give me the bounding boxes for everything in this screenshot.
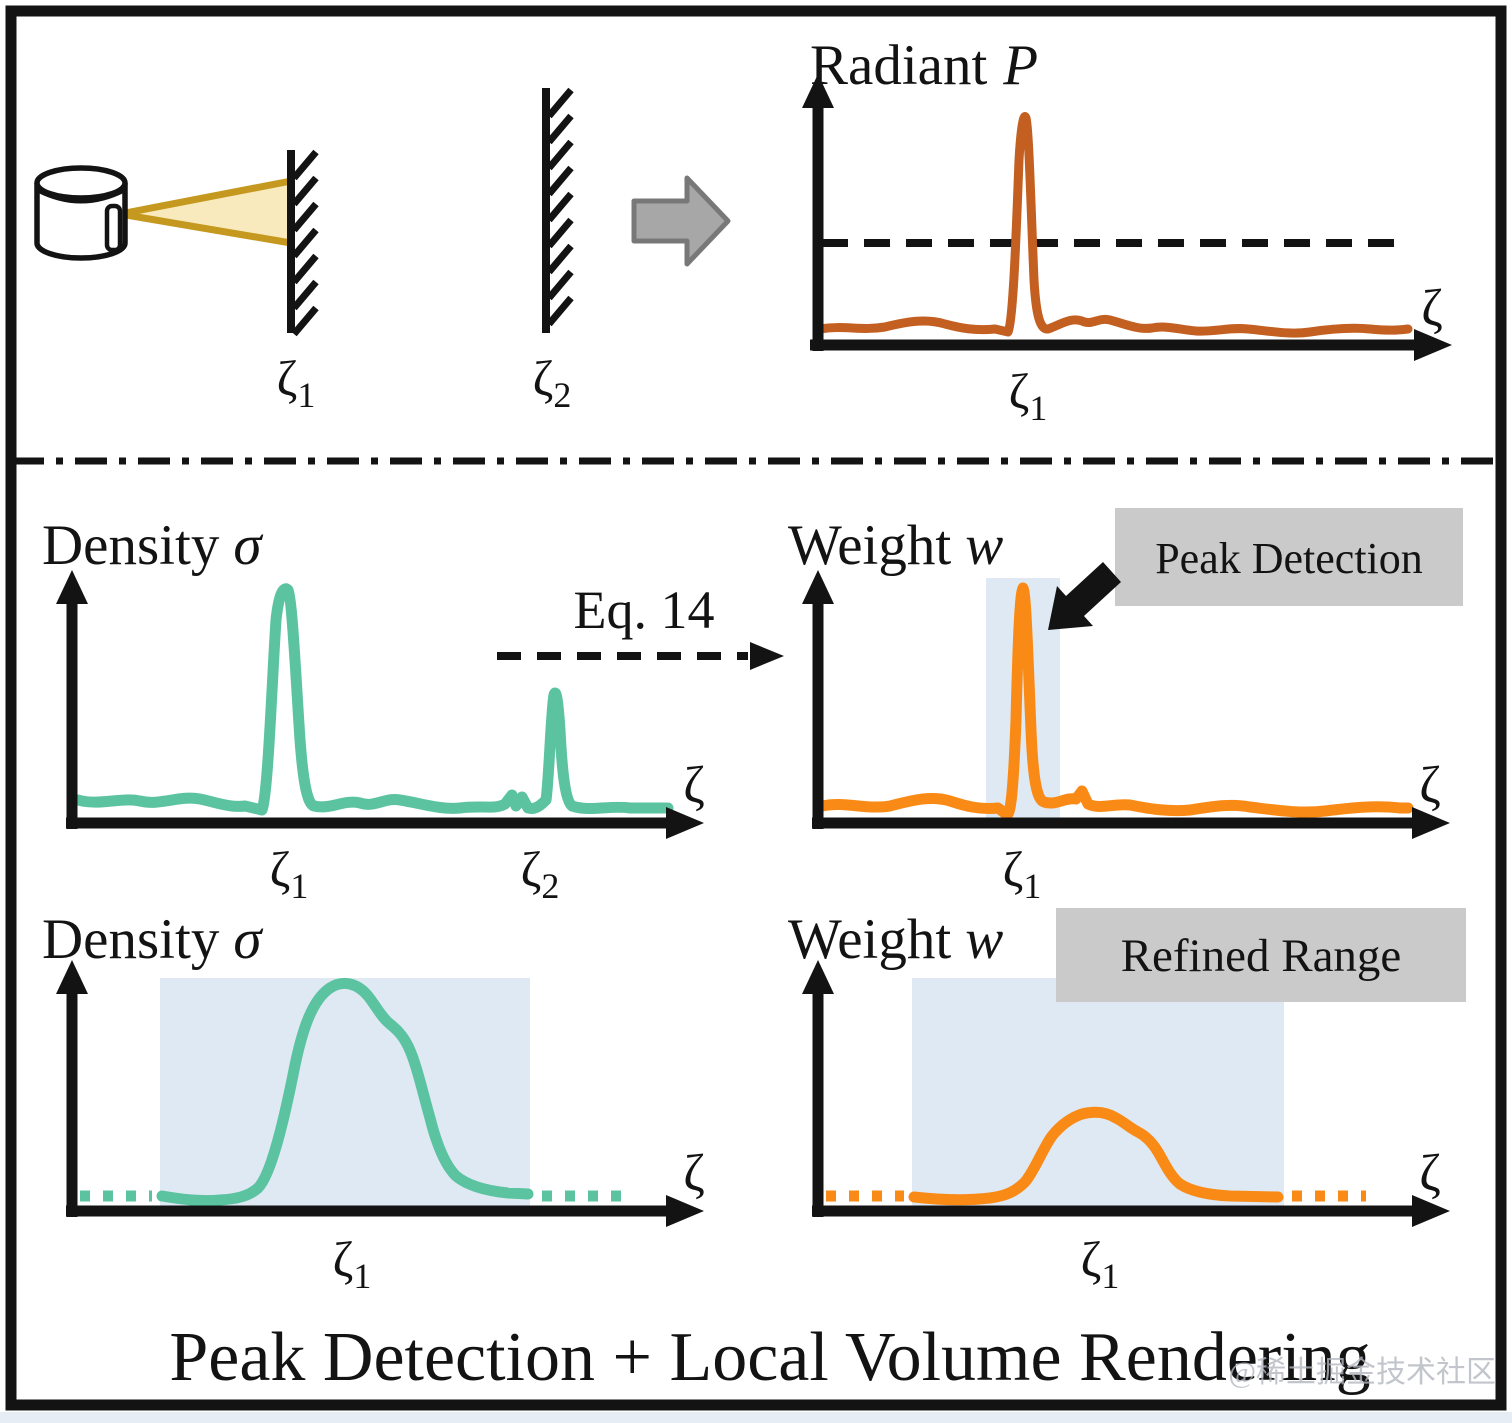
peak-detection-label-box [1115, 508, 1463, 606]
wall2-label: ζ2 [533, 350, 572, 415]
radiant-y-arrowhead [802, 74, 834, 108]
density-refined-title: Density σ [42, 908, 263, 971]
radiant-x-arrowhead [1414, 329, 1452, 361]
density-refined-curve [156, 977, 534, 1207]
density-refined-tick-zeta1: ζ1 [333, 1231, 372, 1296]
radiant-tick-zeta1: ζ1 [1009, 363, 1048, 428]
figure-caption: Peak Detection + Local Volume Rendering [169, 1319, 1370, 1396]
density-refined-x-arrowhead [666, 1195, 704, 1227]
density-peaks-tick-zeta2: ζ2 [521, 841, 560, 906]
weight-peak-y-arrowhead [802, 570, 834, 604]
weight-peak-plot: Weight w ζ ζ1 Peak Detection [788, 508, 1463, 906]
radiant-plot: Radiant P ζ ζ1 [802, 34, 1452, 428]
peak-pointer-arrow-icon [1048, 562, 1121, 630]
density-peaks-title: Density σ [42, 514, 263, 577]
radiant-curve [815, 112, 1413, 338]
weight-peak-curve [816, 582, 1414, 821]
density-peaks-y-arrowhead [56, 570, 88, 604]
refined-range-label: Refined Range [1121, 930, 1402, 982]
eq14-label: Eq. 14 [574, 580, 715, 640]
weight-refined-x-arrowhead [1412, 1195, 1450, 1227]
weight-peak-title: Weight w [788, 514, 1003, 577]
sensor-cylinder-rim [36, 187, 126, 204]
density-peaks-tick-zeta1: ζ1 [270, 841, 309, 906]
peak-detection-label: Peak Detection [1155, 534, 1423, 583]
sensor-cylinder-body [34, 183, 128, 261]
wall-zeta1-hatching [291, 149, 319, 337]
density-refined-x-axis-label: ζ [683, 1145, 705, 1202]
density-peaks-x-arrowhead [666, 807, 704, 839]
refined-range-label-box [1056, 908, 1466, 1002]
eq14-arrowhead [750, 642, 784, 670]
weight-refined-curve [908, 1106, 1284, 1206]
density-peaks-x-axis-label: ζ [683, 757, 705, 814]
sensor-scene: ζ1 ζ2 [34, 87, 731, 415]
density-refined-plot: Density σ ζ ζ1 [42, 908, 705, 1296]
weight-refined-band [912, 978, 1284, 1212]
weight-refined-y-arrowhead [802, 960, 834, 994]
weight-peak-x-axis-label: ζ [1419, 757, 1441, 814]
eq14-connector: Eq. 14 [497, 580, 784, 670]
density-refined-band [160, 978, 530, 1212]
weight-refined-tick-zeta1: ζ1 [1081, 1231, 1120, 1296]
wall1-label: ζ1 [277, 350, 316, 415]
weight-peak-tick-zeta1: ζ1 [1003, 841, 1042, 906]
watermark: @稀土掘金技术社区 [1228, 1356, 1496, 1389]
radiant-plot-title: Radiant P [810, 34, 1038, 97]
sensor-aperture [104, 203, 123, 253]
density-refined-y-arrowhead [56, 960, 88, 994]
weight-refined-x-axis-label: ζ [1419, 1145, 1441, 1202]
radiant-x-axis-label: ζ [1421, 280, 1443, 337]
density-peaks-plot: Density σ ζ ζ1 ζ2 [42, 514, 705, 906]
wall-zeta2-hatching [546, 87, 574, 327]
weight-peak-x-arrowhead [1412, 807, 1450, 839]
density-peaks-curve [72, 583, 674, 816]
weight-refined-plot: Weight w Refined Range ζ ζ1 [788, 908, 1466, 1296]
weight-refined-title: Weight w [788, 908, 1003, 971]
page-bottom-strip [0, 1412, 1512, 1423]
right-block-arrow-icon [631, 175, 731, 267]
sensor-cylinder-top [34, 165, 128, 201]
